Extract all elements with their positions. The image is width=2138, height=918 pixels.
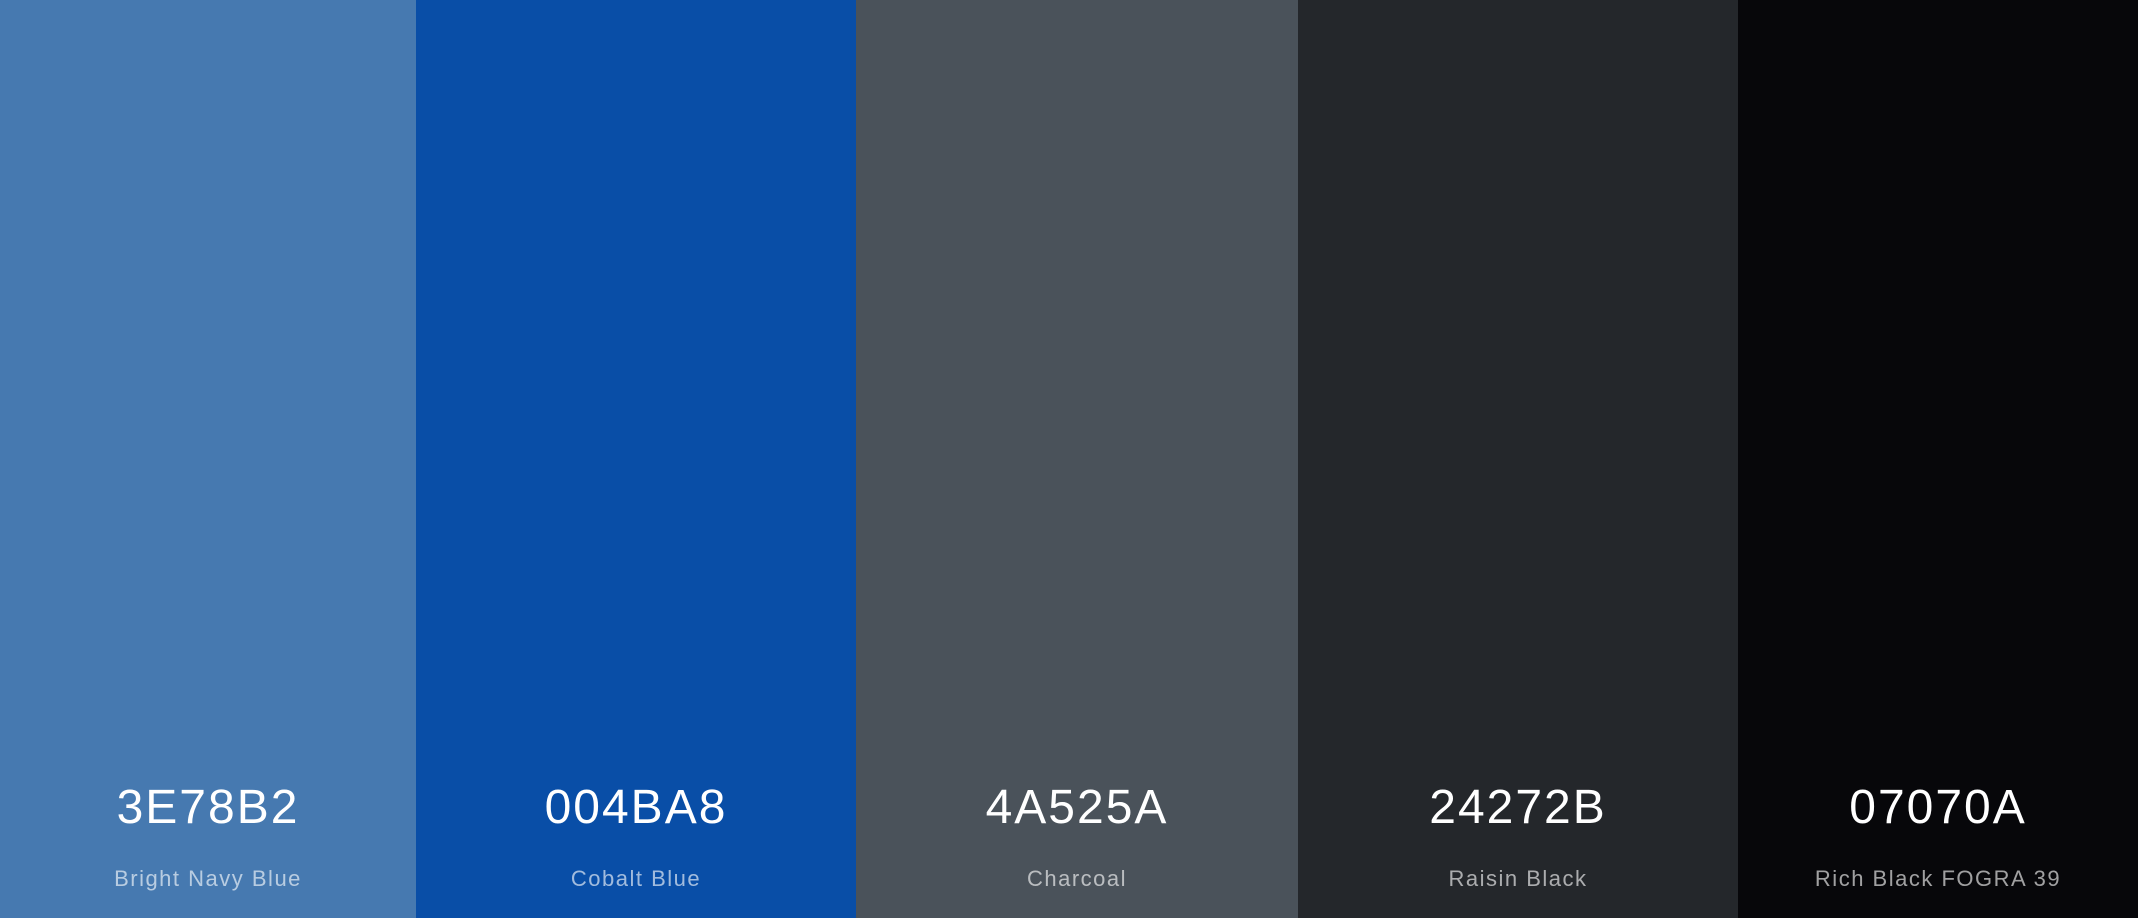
- swatch-hex-code: 004BA8: [544, 781, 728, 834]
- swatch-hex-code: 07070A: [1849, 781, 2027, 834]
- swatch-hex-code: 24272B: [1429, 781, 1607, 834]
- swatch-hex-code: 3E78B2: [116, 781, 300, 834]
- swatch-color-name: Charcoal: [1026, 866, 1128, 891]
- swatch-color-name: Raisin Black: [1448, 866, 1588, 891]
- swatch-bright-navy-blue[interactable]: 3E78B2 Bright Navy Blue: [0, 0, 416, 918]
- swatch-charcoal[interactable]: 4A525A Charcoal: [856, 0, 1298, 918]
- swatch-color-name: Bright Navy Blue: [114, 866, 302, 891]
- swatch-rich-black-fogra-39[interactable]: 07070A Rich Black FOGRA 39: [1738, 0, 2138, 918]
- swatch-cobalt-blue[interactable]: 004BA8 Cobalt Blue: [416, 0, 856, 918]
- swatch-raisin-black[interactable]: 24272B Raisin Black: [1298, 0, 1738, 918]
- swatch-hex-code: 4A525A: [985, 781, 1169, 834]
- swatch-color-name: Rich Black FOGRA 39: [1814, 866, 2062, 891]
- swatch-color-name: Cobalt Blue: [570, 866, 702, 891]
